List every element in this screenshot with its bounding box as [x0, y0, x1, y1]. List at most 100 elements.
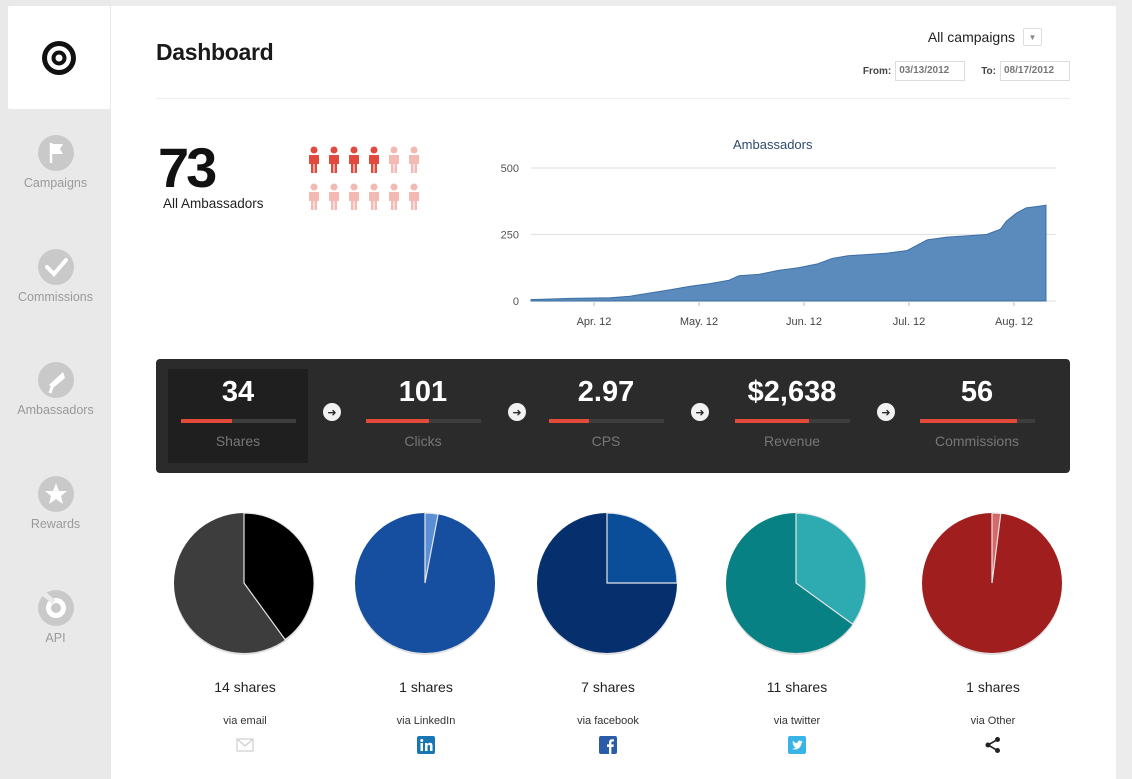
ambassadors-chart: Ambassadors 500 250 0 Apr. 12 May. 12 Jun. 12…	[481, 131, 1081, 341]
stat-label: CPS	[591, 433, 621, 449]
stat-progress	[734, 419, 850, 423]
share-count: 11 shares	[766, 679, 828, 695]
stat-label: Commissions	[934, 433, 1019, 449]
sidebar: Campaigns Commissions Ambassadors Reward…	[0, 0, 111, 779]
share-count: 1 shares	[399, 679, 453, 695]
linkedin-icon[interactable]	[417, 736, 435, 754]
share-count: 7 shares	[581, 679, 635, 695]
x-tick-label: Aug. 12	[995, 316, 1033, 328]
stat-progress-fill	[180, 419, 233, 423]
ambassador-people-graphic	[309, 146, 419, 210]
stats-bar: 34 Shares ➜ 101 Clicks ➜ 2.97 CPS ➜ $2,638 Revenue…	[156, 359, 1070, 473]
star-icon	[37, 476, 74, 512]
sidebar-item-rewards[interactable]: Rewards	[0, 474, 111, 554]
person-icon	[389, 183, 399, 210]
x-tick-label: Jun. 12	[786, 316, 822, 328]
pie-slice-highlight	[606, 512, 678, 584]
page-title: Dashboard	[156, 39, 274, 65]
person-icon	[329, 183, 339, 210]
y-tick-label: 500	[501, 163, 519, 175]
stat-shares[interactable]: 34 Shares	[168, 369, 308, 463]
stat-label: Clicks	[404, 433, 442, 449]
share-breakdown-other: 1 shares via Other	[908, 511, 1078, 759]
arrow-right-icon: ➜	[877, 403, 895, 421]
person-icon	[369, 183, 379, 210]
stat-progress	[365, 419, 481, 423]
share-pie-chart	[355, 512, 495, 655]
sidebar-item-label: API	[45, 631, 66, 645]
arrow-right-icon: ➜	[691, 403, 709, 421]
stat-value: 2.97	[577, 376, 635, 408]
stat-commissions[interactable]: 56 Commissions	[907, 369, 1047, 463]
stat-value: 56	[960, 376, 994, 408]
chevron-down-icon[interactable]: ▼	[1023, 28, 1042, 46]
share-channel: via email	[223, 715, 267, 727]
area-series	[530, 204, 1047, 302]
megaphone-icon	[37, 362, 74, 398]
logo[interactable]	[8, 6, 110, 109]
share-channel: via Other	[970, 715, 1016, 727]
share-pie-chart	[922, 512, 1062, 655]
person-icon	[409, 146, 419, 173]
person-icon	[329, 146, 339, 173]
api-icon	[37, 590, 74, 626]
stat-progress	[548, 419, 664, 423]
stat-progress	[180, 419, 296, 423]
person-icon	[409, 183, 419, 210]
pie-slice-highlight	[991, 512, 1002, 584]
sidebar-item-commissions[interactable]: Commissions	[0, 247, 111, 327]
campaign-select[interactable]: All campaigns ▼	[928, 28, 1042, 46]
pie-slice-highlight	[424, 512, 439, 584]
stat-revenue[interactable]: $2,638 Revenue	[722, 369, 862, 463]
stat-progress-fill	[919, 419, 1018, 423]
x-tick-label: May. 12	[680, 316, 718, 328]
sidebar-item-label: Commissions	[17, 290, 93, 304]
pie-slice-highlight	[795, 512, 867, 625]
ambassador-count-label: All Ambassadors	[163, 196, 264, 211]
from-date-input[interactable]: 03/13/2012	[895, 61, 966, 81]
share-pie-chart	[726, 512, 867, 655]
stat-label: Shares	[215, 433, 261, 449]
share-count: 1 shares	[966, 679, 1020, 695]
person-icon	[349, 183, 359, 210]
facebook-icon[interactable]	[599, 736, 617, 754]
stat-cps[interactable]: 2.97 CPS	[536, 369, 676, 463]
stat-clicks[interactable]: 101 Clicks	[353, 369, 493, 463]
share-breakdown-twitter: 11 shares via twitter	[712, 511, 882, 759]
main-panel: Dashboard All campaigns ▼ From: 03/13/20…	[111, 6, 1116, 779]
sidebar-item-label: Ambassadors	[17, 403, 94, 417]
to-date-input[interactable]: 08/17/2012	[1000, 61, 1070, 81]
share-breakdown-email: 14 shares via email	[160, 511, 330, 759]
sidebar-item-label: Campaigns	[23, 176, 88, 190]
sidebar-item-label: Rewards	[30, 517, 81, 531]
from-label: From:	[862, 65, 892, 77]
stat-label: Revenue	[763, 433, 821, 449]
stat-progress-fill	[365, 419, 429, 423]
share-pie-chart	[537, 512, 678, 655]
email-icon[interactable]	[236, 736, 254, 754]
share-icon[interactable]	[984, 736, 1002, 754]
date-range: From: 03/13/2012 To: 08/17/2012	[863, 61, 1070, 81]
stat-progress-fill	[548, 419, 589, 423]
arrow-right-icon: ➜	[508, 403, 526, 421]
campaign-select-value: All campaigns	[927, 29, 1015, 45]
check-icon	[37, 249, 74, 285]
chart-title: Ambassadors	[733, 137, 813, 152]
twitter-icon[interactable]	[788, 736, 806, 754]
share-channel: via twitter	[773, 715, 821, 727]
stat-value: 101	[398, 376, 448, 408]
share-channel: via facebook	[577, 715, 639, 727]
sidebar-item-api[interactable]: API	[0, 588, 111, 668]
y-tick-label: 0	[513, 296, 519, 308]
x-tick-label: Jul. 12	[893, 316, 925, 328]
share-pie-chart	[174, 512, 315, 655]
sidebar-item-ambassadors[interactable]: Ambassadors	[0, 360, 111, 440]
sidebar-item-campaigns[interactable]: Campaigns	[0, 133, 111, 213]
stat-value: 34	[221, 376, 255, 408]
divider	[156, 98, 1070, 99]
share-breakdown-facebook: 7 shares via facebook	[523, 511, 693, 759]
share-channel: via LinkedIn	[396, 715, 456, 727]
flag-icon	[37, 135, 74, 171]
stat-progress	[919, 419, 1035, 423]
person-icon	[369, 146, 379, 173]
